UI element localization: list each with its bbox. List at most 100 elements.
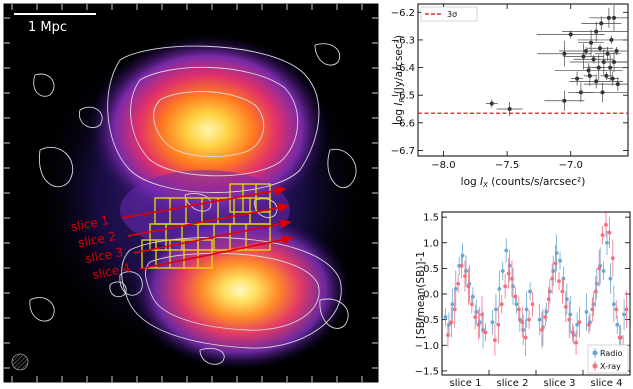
profile-point [504, 248, 509, 253]
profile-point [446, 333, 450, 337]
profile-point [500, 269, 505, 273]
slice-2-arrow [127, 203, 290, 237]
profile-ticks: −1.5 −1.0 −0.5 0.0 0.5 1.0 1.5 slice 1 slice 2 sl… [415, 213, 630, 389]
profile-point [513, 294, 518, 299]
profile-point [473, 315, 478, 319]
scatter-x-axis-label: log IX (counts/s/arcsec²) [461, 176, 586, 189]
scatter-point [589, 40, 594, 45]
scatter-y-tick-label: −6.6 [391, 118, 415, 129]
scatter-y-tick-label: −6.3 [391, 35, 415, 46]
scatter-point [608, 65, 613, 70]
profile-point [469, 302, 474, 307]
profile-point [450, 302, 455, 307]
xray-image-panel: slice 1 slice 2 slice 3 slice 4 1 Mpc [3, 3, 379, 383]
profile-point [597, 266, 602, 271]
profile-point [611, 302, 616, 307]
profile-point [617, 335, 622, 340]
scatter-y-tick-label: −6.4 [391, 63, 415, 74]
slice-4-arrow [139, 235, 294, 270]
intensity-scatter-panel: −8.0 −7.5 −7.0−6.7−6.6−6.5−6.4−6.3−6.2 3σ … [391, 3, 629, 189]
slice-3-arrow [133, 219, 292, 254]
profile-point [550, 276, 555, 281]
profile-y-tick-label: 0.0 [423, 290, 439, 301]
profile-point [452, 307, 457, 312]
scatter-point [507, 107, 512, 112]
scatter-point [594, 79, 599, 84]
profile-point [456, 281, 461, 286]
scatter-x-tick-label: −7.5 [495, 160, 519, 171]
profile-point [499, 302, 504, 307]
profile-point [516, 307, 521, 312]
image-frame-ticks [4, 4, 378, 382]
profile-point [506, 271, 511, 276]
profile-point [610, 256, 615, 261]
profile-point [593, 289, 598, 294]
scatter-point [568, 32, 573, 37]
scatter-points [485, 4, 628, 117]
profile-point [537, 317, 542, 322]
scatter-point [562, 98, 567, 103]
profile-point [558, 258, 562, 263]
scatter-point [610, 76, 615, 81]
profile-point [553, 261, 558, 266]
profile-point [577, 320, 582, 325]
profile-point [490, 320, 495, 325]
profile-point [497, 286, 502, 291]
profile-y-tick-label: 0.5 [423, 264, 439, 275]
profile-point [622, 312, 626, 317]
profile-point [480, 312, 484, 317]
profile-point [590, 307, 595, 312]
scatter-point [612, 15, 616, 20]
legend-radio-label: Radio [600, 349, 623, 358]
profile-point [449, 320, 454, 325]
profile-point [496, 322, 501, 327]
slice-1-arrow [121, 185, 287, 219]
profile-point [530, 302, 535, 307]
scatter-ticks: −8.0 −7.5 −7.0 −6.7 −6.6 −6.5 −6.4 −6.3 −6.2 [391, 4, 628, 171]
scatter-legend [420, 6, 478, 22]
scatter-point [600, 90, 605, 95]
scatter-point [614, 48, 619, 53]
profile-point [624, 307, 629, 312]
north-cluster-emission [88, 35, 328, 225]
profile-point [570, 330, 575, 335]
profile-point [476, 322, 481, 327]
profile-point [483, 330, 488, 335]
profile-category-label: slice 1 [450, 378, 482, 389]
profile-point [600, 233, 605, 237]
scatter-point [591, 57, 596, 62]
profile-point [605, 240, 609, 245]
profile-point [493, 338, 497, 343]
profile-point [527, 317, 531, 322]
profile-point [543, 315, 548, 319]
scatter-point [562, 51, 567, 56]
scatter-point [609, 37, 614, 42]
profile-point [528, 289, 532, 294]
profile-point [557, 279, 561, 284]
profile-point [560, 289, 565, 294]
profile-point [494, 307, 498, 312]
profile-point [463, 274, 467, 278]
profile-y-tick-label: 1.0 [423, 238, 439, 249]
scatter-point [598, 46, 602, 51]
scatter-point [612, 60, 616, 65]
scatter-point [615, 82, 620, 87]
profile-point [607, 230, 612, 235]
profile-y-tick-label: −1.0 [415, 341, 439, 352]
profile-points [443, 212, 629, 366]
profile-point [567, 317, 572, 322]
profile-point [459, 263, 464, 268]
scatter-y-tick-label: −6.5 [391, 91, 415, 102]
scatter-x-tick-label: −8.0 [431, 160, 455, 171]
scatter-point [599, 21, 604, 26]
profile-category-label: slice 4 [591, 378, 623, 389]
scatter-y-tick-label: −6.7 [391, 146, 415, 157]
profile-point [466, 284, 471, 289]
profile-point [604, 222, 608, 227]
scale-bar-label: 1 Mpc [28, 20, 67, 35]
scatter-legend-label: 3σ [447, 10, 457, 19]
scatter-point [575, 76, 580, 81]
scatter-point [605, 51, 610, 56]
scatter-y-axis-label: log IR (Jy/arcsec²) [393, 35, 406, 125]
profile-point [563, 304, 568, 309]
